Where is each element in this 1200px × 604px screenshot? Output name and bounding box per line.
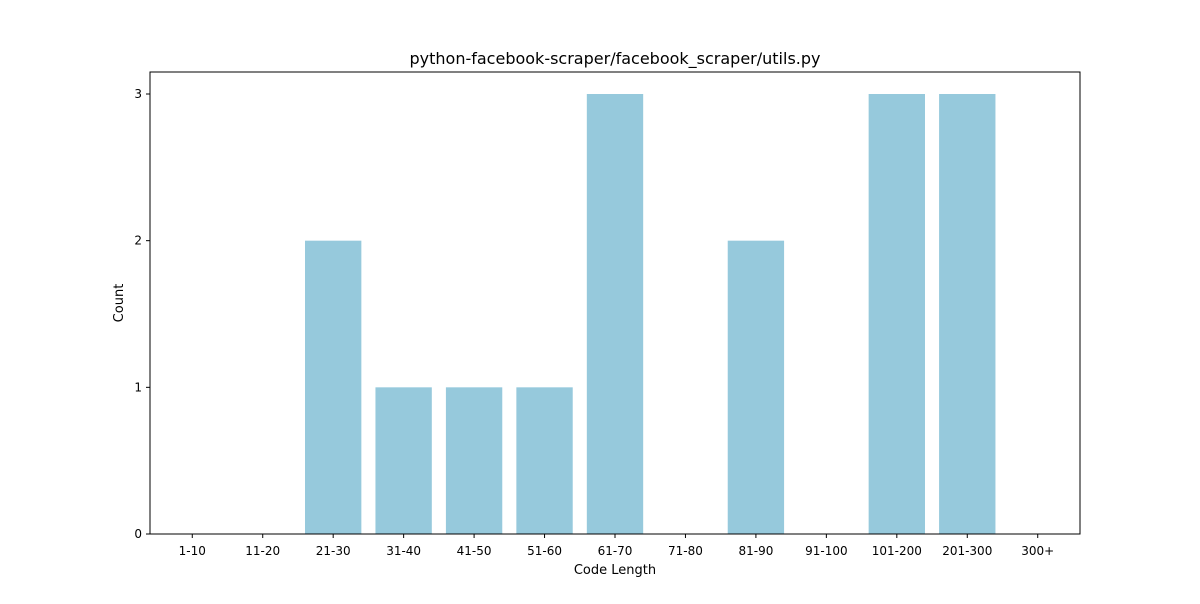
y-axis-label: Count <box>112 284 127 323</box>
bar-61-70 <box>586 94 644 534</box>
bar-41-50 <box>445 387 503 534</box>
x-tick-label: 71-80 <box>668 544 703 558</box>
plot-frame <box>149 71 1081 535</box>
x-tick-label: 101-200 <box>872 544 922 558</box>
bar-51-60 <box>516 387 573 534</box>
x-tick-label: 81-90 <box>738 544 773 558</box>
x-tick-label: 91-100 <box>805 544 848 558</box>
x-tick-label: 1-10 <box>179 544 206 558</box>
x-tick-label: 11-20 <box>245 544 280 558</box>
x-tick-label: 51-60 <box>527 544 562 558</box>
x-tick-label: 61-70 <box>598 544 633 558</box>
x-tick-label: 21-30 <box>316 544 351 558</box>
y-tick-label: 3 <box>134 87 142 101</box>
bars-layer <box>305 94 996 535</box>
x-tick-label: 300+ <box>1021 544 1054 558</box>
y-tick-label: 2 <box>134 234 142 248</box>
bar-101-200 <box>868 94 925 534</box>
bar-21-30 <box>305 240 362 535</box>
y-axis: 0 1 2 3 <box>134 87 150 541</box>
y-tick-label: 1 <box>134 380 142 394</box>
bar-201-300 <box>939 94 996 534</box>
x-axis-label: Code Length <box>574 563 656 578</box>
bar-31-40 <box>375 387 432 534</box>
chart-title: python-facebook-scraper/facebook_scraper… <box>410 49 821 69</box>
x-tick-label: 31-40 <box>386 544 421 558</box>
x-tick-label: 41-50 <box>457 544 492 558</box>
bar-81-90 <box>727 240 785 535</box>
x-tick-label: 201-300 <box>942 544 992 558</box>
y-tick-label: 0 <box>134 527 142 541</box>
x-axis: 1-10 11-20 21-30 31-40 41-50 51-60 61-70 71-80 8… <box>179 534 1054 558</box>
